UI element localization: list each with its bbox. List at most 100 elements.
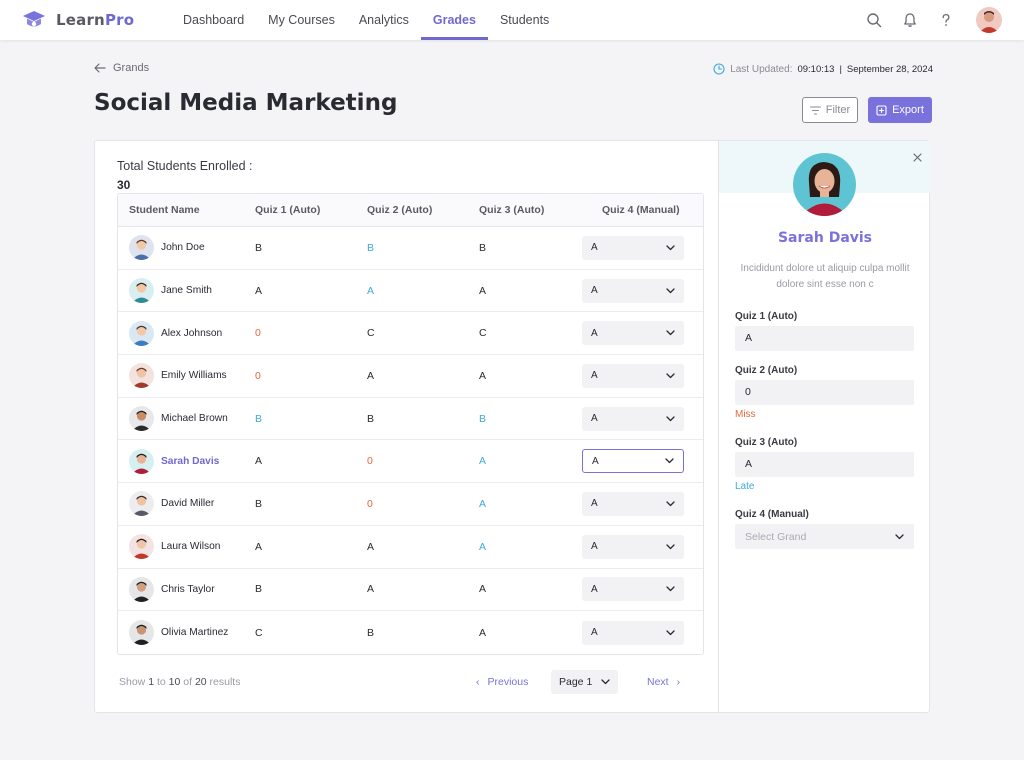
grades-table: Student Name Quiz 1 (Auto) Quiz 2 (Auto)…: [117, 193, 704, 655]
student-name[interactable]: Laura Wilson: [161, 541, 221, 553]
quiz-3-grade: B: [479, 412, 487, 425]
grade-select-value: A: [591, 583, 598, 595]
col-quiz-2[interactable]: Quiz 2 (Auto): [367, 204, 433, 216]
quiz-3-grade: A: [479, 284, 487, 297]
bell-icon[interactable]: [900, 10, 920, 30]
quiz-2-grade: B: [367, 412, 375, 425]
quiz-4-cell: A: [578, 406, 703, 431]
quiz-1-grade: 0: [255, 369, 261, 382]
student-cell: John Doe: [118, 235, 244, 261]
quiz-1-field[interactable]: A: [735, 326, 914, 351]
student-cell: Chris Taylor: [118, 576, 244, 602]
grade-select[interactable]: A: [582, 278, 684, 303]
col-student-name[interactable]: Student Name: [129, 204, 200, 216]
table-row[interactable]: David Miller B 0 A A: [118, 483, 703, 526]
quiz-2-grade: C: [367, 327, 375, 340]
nav-analytics[interactable]: Analytics: [358, 13, 409, 27]
table-row[interactable]: Laura Wilson A A A A: [118, 526, 703, 569]
col-quiz-3[interactable]: Quiz 3 (Auto): [479, 204, 545, 216]
brand-logo[interactable]: LearnPro: [22, 9, 134, 31]
student-cell: Sarah Davis: [118, 448, 244, 474]
table-row[interactable]: Chris Taylor B A A A: [118, 569, 703, 612]
quiz-3-grade: A: [479, 497, 487, 510]
nav-actions: [864, 7, 1002, 33]
quiz-2-label: Quiz 2 (Auto): [735, 365, 798, 376]
grade-select-value: A: [591, 498, 598, 510]
table-row[interactable]: Sarah Davis A 0 A A: [118, 440, 703, 484]
quiz-2-grade: A: [367, 583, 375, 596]
quiz-1-grade: 0: [255, 327, 261, 340]
quiz-1-grade: B: [255, 583, 263, 596]
table-row[interactable]: Jane Smith A A A A: [118, 270, 703, 313]
close-icon[interactable]: [913, 149, 922, 167]
quiz-2-grade: A: [367, 369, 375, 382]
quiz-2-field[interactable]: 0: [735, 380, 914, 405]
grade-select[interactable]: A: [582, 449, 684, 474]
grade-select[interactable]: A: [582, 321, 684, 346]
table-row[interactable]: John Doe B B B A: [118, 227, 703, 270]
clock-icon: [713, 63, 725, 75]
col-quiz-4[interactable]: Quiz 4 (Manual): [602, 204, 680, 216]
quiz-4-select[interactable]: Select Grand: [735, 524, 914, 549]
quiz-4-cell: A: [578, 534, 703, 559]
quiz-3-field[interactable]: A: [735, 452, 914, 477]
back-link[interactable]: Grands: [94, 62, 149, 74]
export-button[interactable]: Export: [868, 97, 932, 123]
user-avatar[interactable]: [976, 7, 1002, 33]
table-row[interactable]: Alex Johnson 0 C C A: [118, 312, 703, 356]
nav-students[interactable]: Students: [499, 13, 550, 27]
table-row[interactable]: Olivia Martinez C B A A: [118, 611, 703, 654]
page-select[interactable]: Page 1: [551, 670, 618, 694]
chevron-down-icon: [666, 287, 675, 293]
student-name[interactable]: David Miller: [161, 498, 215, 510]
student-name[interactable]: Emily Williams: [161, 370, 227, 382]
chevron-down-icon: [666, 629, 675, 635]
next-button[interactable]: Next ›: [647, 676, 680, 688]
quiz-1-grade: A: [255, 540, 263, 553]
table-row[interactable]: Emily Williams 0 A A A: [118, 355, 703, 398]
student-name[interactable]: Michael Brown: [161, 413, 228, 425]
table-body: John Doe B B B A Jane Smith A A A A: [118, 227, 703, 654]
page-title: Social Media Marketing: [94, 90, 398, 116]
quiz-1-grade: B: [255, 497, 263, 510]
grade-select[interactable]: A: [582, 620, 684, 645]
nav-my-courses[interactable]: My Courses: [268, 13, 335, 27]
grade-select[interactable]: A: [582, 406, 684, 431]
col-quiz-1[interactable]: Quiz 1 (Auto): [255, 204, 321, 216]
next-label: Next: [647, 676, 669, 688]
quiz-4-cell: A: [578, 577, 703, 602]
search-icon[interactable]: [864, 10, 884, 30]
help-icon[interactable]: [936, 10, 956, 30]
brand-name: LearnPro: [56, 11, 135, 29]
chevron-down-icon: [666, 586, 675, 592]
student-name[interactable]: Olivia Martinez: [161, 627, 229, 639]
nav-dashboard[interactable]: Dashboard: [183, 13, 245, 27]
chevron-down-icon: [601, 679, 610, 685]
student-name[interactable]: Jane Smith: [161, 285, 212, 297]
table-row[interactable]: Michael Brown B B B A: [118, 398, 703, 441]
filter-button[interactable]: Filter: [802, 97, 858, 123]
quiz-4-cell: A: [578, 235, 703, 260]
student-name[interactable]: Alex Johnson: [161, 327, 223, 339]
previous-button[interactable]: ‹ Previous: [476, 676, 528, 688]
graduation-cap-icon: [23, 11, 45, 27]
student-name[interactable]: Chris Taylor: [161, 583, 215, 595]
grade-select-value: A: [591, 242, 598, 254]
grade-select[interactable]: A: [582, 577, 684, 602]
quiz-4-cell: A: [578, 620, 703, 645]
chevron-down-icon: [666, 245, 675, 250]
nav-grades[interactable]: Grades: [420, 0, 489, 40]
chevron-down-icon: [665, 458, 674, 464]
quiz-1-grade: A: [255, 455, 263, 468]
quiz-4-cell: A: [578, 363, 703, 388]
student-name[interactable]: John Doe: [161, 242, 205, 254]
grade-select[interactable]: A: [582, 235, 684, 260]
quiz-3-grade: A: [479, 540, 487, 553]
grade-select[interactable]: A: [582, 363, 684, 388]
quiz-2-grade: B: [367, 241, 375, 254]
quiz-4-placeholder: Select Grand: [745, 530, 807, 543]
grade-select[interactable]: A: [582, 534, 684, 559]
student-name[interactable]: Sarah Davis: [161, 455, 220, 467]
quiz-2-note: Miss: [735, 409, 756, 420]
grade-select[interactable]: A: [582, 491, 684, 516]
